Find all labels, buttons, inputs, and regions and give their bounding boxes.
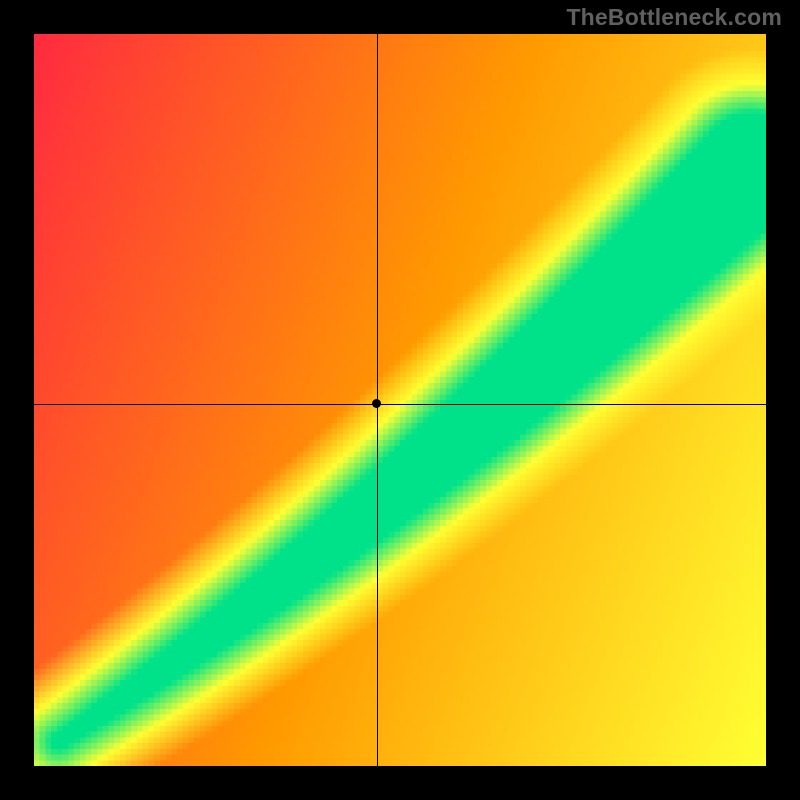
heatmap-canvas	[34, 34, 766, 766]
watermark-text: TheBottleneck.com	[566, 4, 782, 31]
chart-root: TheBottleneck.com	[0, 0, 800, 800]
plot-area	[34, 34, 766, 766]
crosshair-horizontal	[34, 404, 766, 405]
